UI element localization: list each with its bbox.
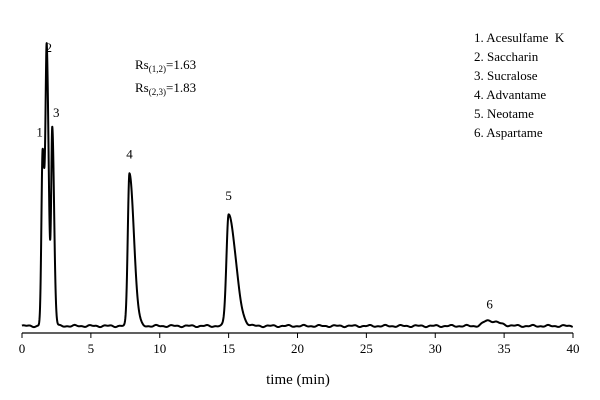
legend-item: 1. Acesulfame K <box>474 30 565 45</box>
peak-label: 1 <box>36 124 43 139</box>
resolution-annotations: Rs(1,2)=1.63 Rs(2,3)=1.83 <box>135 57 196 97</box>
legend-item: 2. Saccharin <box>474 49 539 64</box>
legend-item: 6. Aspartame <box>474 125 543 140</box>
x-tick-label: 0 <box>19 341 26 356</box>
plot-area <box>21 42 574 329</box>
legend: 1. Acesulfame K 2. Saccharin 3. Sucralose 4… <box>474 30 565 140</box>
x-tick-label: 40 <box>567 341 580 356</box>
peak-label: 3 <box>53 105 60 120</box>
peak-labels: 1 2 3 4 5 6 <box>36 40 493 311</box>
peak-label: 5 <box>225 188 232 203</box>
peak-label: 4 <box>126 147 133 162</box>
x-tick-label: 20 <box>291 341 304 356</box>
legend-item: 4. Advantame <box>474 87 546 102</box>
x-axis-title: time (min) <box>266 372 330 388</box>
rs-annotation-1-2: Rs(1,2)=1.63 <box>135 57 196 74</box>
x-axis: 0 5 10 15 20 25 30 35 40 <box>19 332 580 356</box>
peak-label: 2 <box>46 40 53 55</box>
legend-item: 5. Neotame <box>474 106 534 121</box>
chromatogram-trace <box>21 42 574 329</box>
rs-annotation-2-3: Rs(2,3)=1.83 <box>135 80 196 97</box>
x-tick-label: 10 <box>153 341 166 356</box>
x-tick-label: 35 <box>498 341 511 356</box>
x-tick-label: 25 <box>360 341 373 356</box>
x-tick-label: 15 <box>222 341 235 356</box>
legend-item: 3. Sucralose <box>474 68 538 83</box>
peak-label: 6 <box>486 296 493 311</box>
x-tick-label: 5 <box>88 341 95 356</box>
x-tick-label: 30 <box>429 341 442 356</box>
